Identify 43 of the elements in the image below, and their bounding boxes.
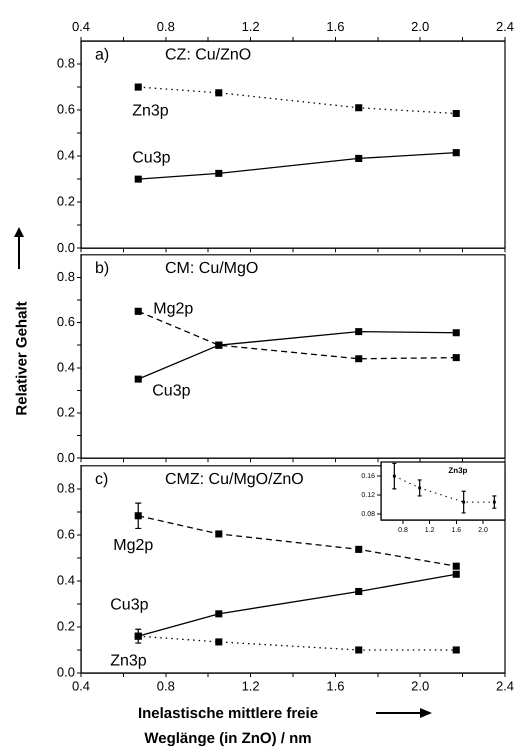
x2-tick-label: 2.0 — [411, 18, 430, 34]
y-tick-label: 0.4 — [56, 359, 75, 374]
y-axis-title: Relativer Gehalt — [14, 300, 30, 418]
y-tick-label: 0.8 — [56, 268, 75, 284]
x2-tick-label: 0.4 — [72, 18, 90, 34]
y-tick-label: 0.8 — [56, 56, 75, 71]
chart-title: CMZ: Cu/MgO/ZnO — [165, 471, 304, 488]
x-tick-label: 0.4 — [72, 678, 90, 694]
x-tick-label: 0.8 — [156, 678, 175, 694]
y-tick-label: 0.2 — [56, 194, 75, 209]
y-tick-label: 0.0 — [56, 450, 75, 465]
series-label: Mg2p — [113, 537, 154, 554]
y-tick-label: 0.4 — [56, 572, 75, 588]
x2-tick-label: 1.6 — [326, 18, 344, 34]
y-tick-label: 0.2 — [56, 404, 75, 420]
y-tick-label: 0.8 — [56, 480, 75, 496]
y-tick-label: 0.0 — [56, 664, 75, 680]
y-tick-label: 0.0 — [56, 240, 75, 255]
chart-title: CM: Cu/MgO — [165, 260, 258, 278]
series-label: Mg2p — [153, 300, 194, 318]
annotation: b) — [95, 260, 110, 278]
x-tick-label: 2.4 — [496, 678, 514, 694]
series-label: Cu3p — [132, 150, 171, 167]
x2-tick-label: 2.4 — [496, 18, 514, 34]
series-label: Zn3p — [110, 652, 147, 670]
series-label: Cu3p — [110, 596, 149, 614]
x-tick-label: 2.0 — [411, 678, 430, 694]
x2-tick-label: 0.8 — [156, 18, 175, 34]
x-tick-label: 1.2 — [242, 678, 260, 694]
text: Zn3p — [448, 466, 468, 476]
annotation: a) — [95, 46, 110, 64]
y-tick-label: 0.6 — [56, 102, 75, 117]
y-tick-label: 0.6 — [56, 526, 75, 542]
series-label: Cu3p — [152, 382, 191, 400]
x-tick-label: 1.6 — [326, 678, 344, 694]
y-tick-label: 0.6 — [56, 314, 75, 330]
y-tick-label: 0.4 — [56, 148, 75, 163]
y-tick-label: 0.2 — [56, 618, 75, 634]
x2-tick-label: 1.2 — [242, 18, 260, 34]
series-label: Zn3p — [132, 102, 169, 120]
annotation: c) — [95, 471, 108, 488]
x-axis-title: Inelastische mittlere freie Weglänge (in ZnO) / nm — [136, 704, 320, 749]
chart-title: CZ: Cu/ZnO — [165, 46, 252, 64]
